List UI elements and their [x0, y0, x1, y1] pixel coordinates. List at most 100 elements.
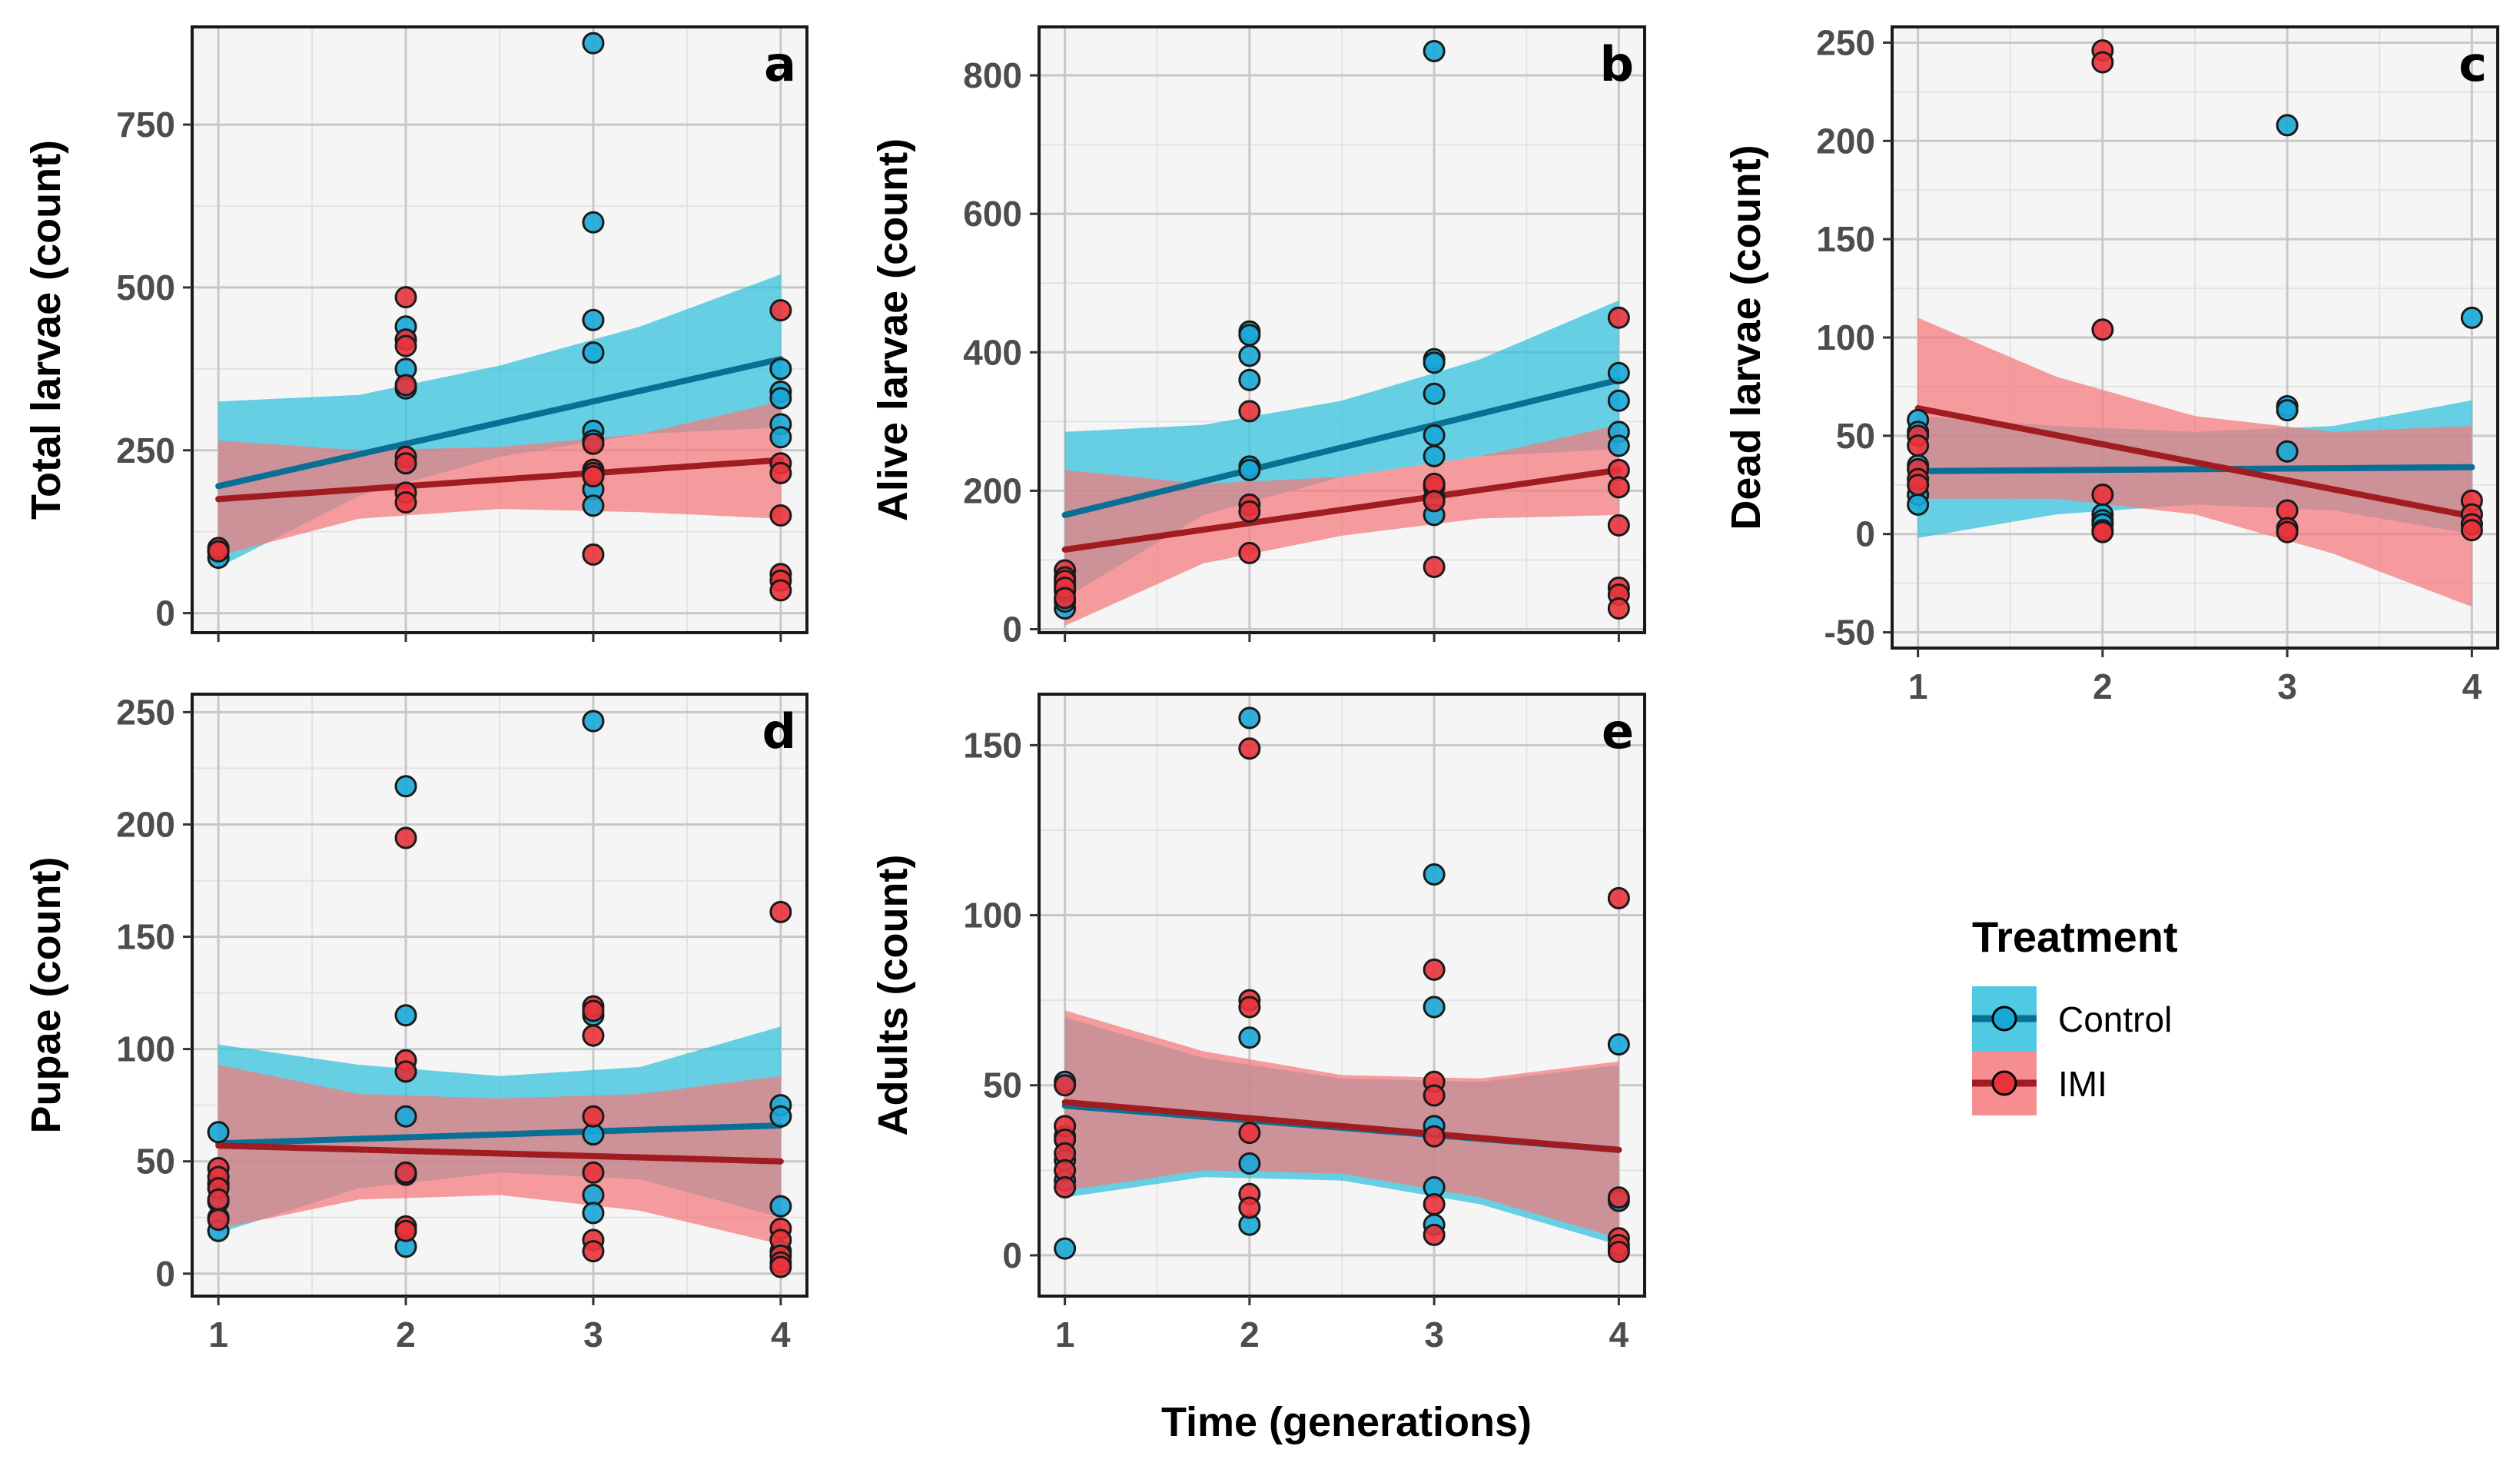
data-point-control: [394, 1004, 417, 1027]
data-point-imi: [1607, 1186, 1630, 1209]
y-tick-label: 0: [1002, 609, 1022, 649]
data-point-control: [1607, 434, 1630, 457]
y-tick-label: 150: [1816, 219, 1875, 259]
data-point-imi: [1423, 555, 1446, 578]
data-point-control: [394, 1105, 417, 1128]
panel-letter-e: e: [1602, 703, 1634, 760]
data-point-control: [1238, 706, 1261, 730]
data-point-imi: [769, 1255, 792, 1278]
panel-e: 0 50 100 150 1 2 3 4 Adults (count) e: [870, 693, 1646, 1355]
points-imi: [1054, 737, 1630, 1263]
data-point-control: [1907, 493, 1930, 516]
y-tick-label: 250: [116, 430, 175, 470]
fit-line-control: [215, 356, 784, 490]
data-point-control: [582, 32, 605, 55]
x-tick-label: 2: [1240, 1315, 1260, 1355]
data-point-imi: [1423, 490, 1446, 513]
data-point-control: [207, 1121, 230, 1144]
ci-band-imi: [1064, 424, 1619, 626]
panel-frame: [1038, 25, 1646, 634]
y-tick-label: 200: [116, 804, 175, 844]
y-tick-label: 0: [155, 1254, 175, 1294]
y-axis-title: Alive larvae (count): [870, 138, 916, 521]
legend-label-imi: IMI: [2058, 1064, 2107, 1104]
data-point-control: [1238, 344, 1261, 367]
data-point-control: [1423, 351, 1446, 374]
y-tick-label: 0: [1855, 514, 1875, 554]
legend-key-imi: [1972, 1051, 2037, 1115]
y-tick-label: 250: [1816, 22, 1875, 62]
fit-line-imi: [1061, 1099, 1622, 1153]
data-point-imi: [769, 579, 792, 602]
fit-line-control: [1061, 377, 1622, 518]
data-point-control: [1238, 1152, 1261, 1175]
points-imi: [207, 286, 792, 602]
y-tick-label: 400: [963, 332, 1022, 372]
panel-letter-b: b: [1600, 36, 1634, 92]
data-point-control: [2276, 114, 2299, 137]
y-tick-label: -50: [1824, 613, 1875, 653]
y-tick-label: 100: [1816, 317, 1875, 357]
data-point-imi: [1907, 434, 1930, 457]
panel-letter-a: a: [764, 36, 796, 92]
panel-frame: [191, 693, 808, 1298]
data-point-imi: [394, 452, 417, 475]
fit-line-imi: [1914, 405, 2475, 520]
y-tick-label: 800: [963, 55, 1022, 95]
points-imi: [1907, 39, 2483, 544]
fit-line-imi: [215, 457, 784, 503]
y-axis-title: Adults (count): [870, 855, 916, 1136]
data-point-control: [1607, 389, 1630, 412]
data-point-control: [1423, 40, 1446, 63]
data-point-imi: [769, 900, 792, 923]
x-tick-label: 3: [1424, 1315, 1444, 1355]
data-point-imi: [394, 826, 417, 849]
y-tick-label: 250: [116, 692, 175, 732]
data-point-imi: [582, 1105, 605, 1128]
data-point-imi: [582, 432, 605, 455]
data-point-imi: [1423, 1084, 1446, 1107]
y-tick-label: 150: [963, 725, 1022, 765]
data-point-control: [1238, 324, 1261, 347]
y-tick-label: 50: [983, 1065, 1022, 1105]
y-tick-label: 50: [136, 1142, 175, 1182]
data-point-imi: [1423, 1125, 1446, 1148]
data-point-imi: [1054, 1074, 1077, 1097]
x-tick-label: 1: [208, 1315, 228, 1355]
data-point-control: [1238, 458, 1261, 481]
data-point-imi: [2091, 484, 2114, 507]
data-point-control: [582, 710, 605, 733]
data-point-control: [582, 494, 605, 517]
data-point-imi: [1423, 958, 1446, 981]
y-axis-title: Dead larvae (count): [1723, 145, 1769, 530]
data-point-control: [1423, 863, 1446, 886]
data-point-imi: [1607, 597, 1630, 620]
data-point-control: [582, 211, 605, 234]
data-point-imi: [1607, 886, 1630, 909]
data-point-imi: [1607, 1240, 1630, 1263]
data-point-imi: [1423, 1223, 1446, 1246]
x-tick-label: 4: [771, 1315, 791, 1355]
data-point-imi: [2091, 318, 2114, 341]
x-tick-label: 4: [2462, 667, 2482, 706]
data-point-imi: [1607, 514, 1630, 537]
panel-letter-c: c: [2459, 36, 2487, 92]
y-tick-label: 0: [1002, 1235, 1022, 1275]
data-point-control: [769, 387, 792, 410]
data-point-imi: [394, 374, 417, 397]
fit-line-control: [1914, 464, 2475, 474]
data-point-imi: [582, 1161, 605, 1184]
panel-c: -50 0 50 100 150 200 250 1 2 3 4 Dead larvae (count…: [1723, 22, 2499, 706]
y-tick-label: 100: [963, 896, 1022, 936]
data-point-imi: [1238, 541, 1261, 564]
panel-d: 0 50 100 150 200 250 1 2 3 4 Pupae (count) d: [23, 692, 808, 1355]
data-point-control: [1423, 424, 1446, 447]
data-point-imi: [1054, 587, 1077, 610]
y-tick-label: 50: [1836, 416, 1875, 456]
x-tick-label: 1: [1055, 1315, 1075, 1355]
y-tick-label: 600: [963, 194, 1022, 234]
data-point-control: [582, 341, 605, 364]
data-point-imi: [394, 334, 417, 357]
panel-frame: [191, 25, 808, 634]
data-point-imi: [1238, 1196, 1261, 1219]
